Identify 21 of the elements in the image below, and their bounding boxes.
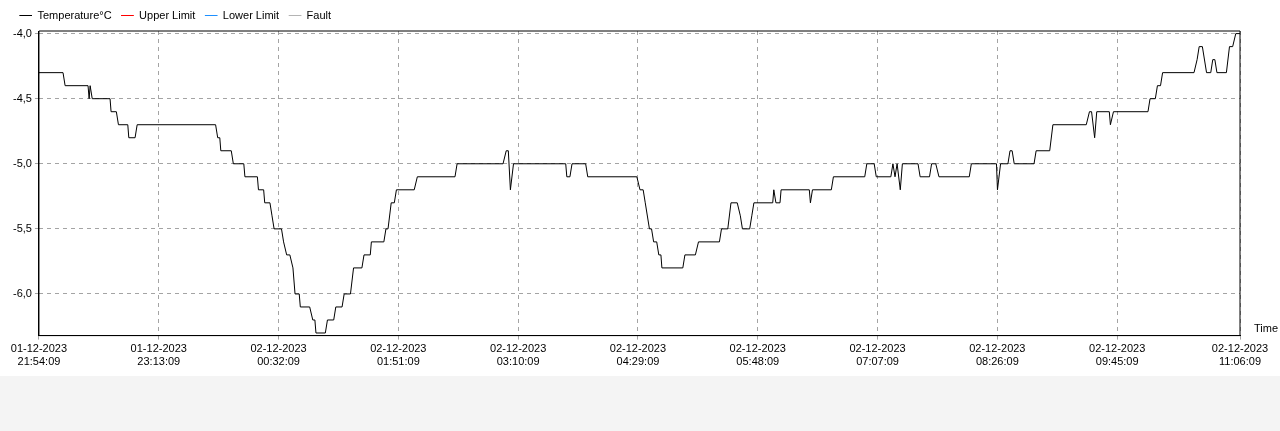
- y-tick-label: -4,5: [12, 91, 32, 104]
- legend-label: Fault: [306, 8, 332, 21]
- legend-label: Upper Limit: [139, 8, 196, 21]
- x-tick-label: 02-12-2023 08:26:09: [969, 342, 1026, 368]
- y-tick-label: -5,5: [12, 221, 32, 234]
- y-tick-label: -6,0: [12, 286, 32, 299]
- x-tick-label: 02-12-2023 05:48:09: [729, 342, 786, 368]
- x-tick-label: 01-12-2023 23:13:09: [130, 342, 187, 368]
- x-tick-label: 02-12-2023 11:06:09: [1211, 342, 1269, 368]
- x-tick-label: 02-12-2023 00:32:09: [250, 342, 307, 368]
- y-tick-label: -5,0: [12, 156, 32, 169]
- x-tick-label: 02-12-2023 07:07:09: [849, 342, 906, 368]
- x-tick-label: 02-12-2023 09:45:09: [1089, 342, 1146, 368]
- legend-label: Lower Limit: [222, 8, 280, 21]
- x-tick-label: 01-12-2023 21:54:09: [10, 342, 68, 368]
- x-tick-label: 02-12-2023 03:10:09: [490, 342, 547, 368]
- legend-label: Temperature°C: [37, 8, 112, 21]
- x-tick-label: 02-12-2023 01:51:09: [370, 342, 427, 368]
- x-axis-title: Time: [1254, 322, 1279, 335]
- x-tick-label: 02-12-2023 04:29:09: [609, 342, 667, 368]
- y-tick-label: -4,0: [12, 26, 32, 39]
